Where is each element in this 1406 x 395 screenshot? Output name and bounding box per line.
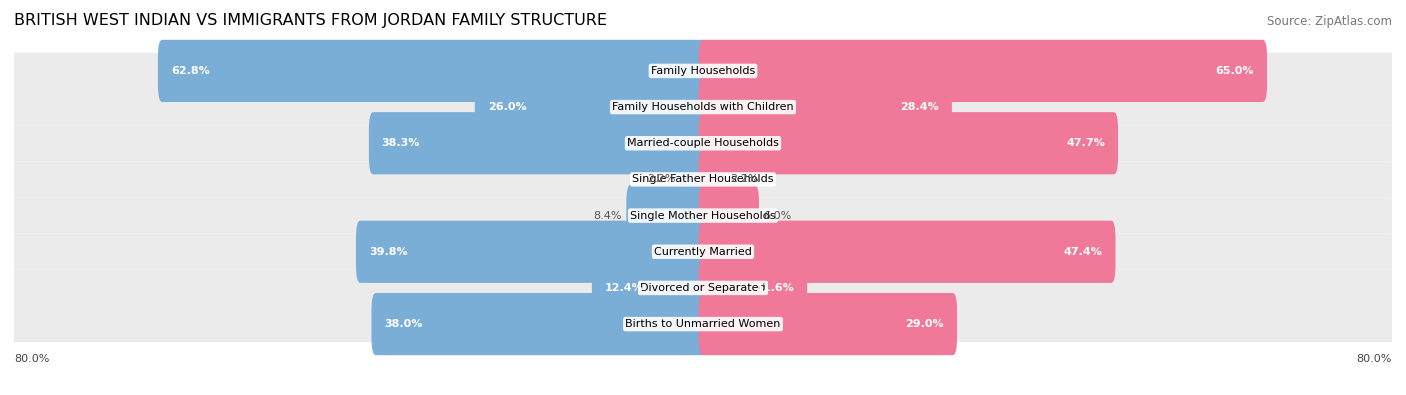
FancyBboxPatch shape <box>699 148 727 211</box>
FancyBboxPatch shape <box>14 53 1392 89</box>
FancyBboxPatch shape <box>14 125 1392 161</box>
Text: Married-couple Households: Married-couple Households <box>627 138 779 148</box>
FancyBboxPatch shape <box>679 148 707 211</box>
Text: 65.0%: 65.0% <box>1216 66 1254 76</box>
FancyBboxPatch shape <box>14 161 1392 198</box>
Text: 38.0%: 38.0% <box>384 319 423 329</box>
Text: 80.0%: 80.0% <box>14 354 49 364</box>
Text: Births to Unmarried Women: Births to Unmarried Women <box>626 319 780 329</box>
Text: 29.0%: 29.0% <box>905 319 945 329</box>
Text: 28.4%: 28.4% <box>900 102 939 112</box>
Text: 80.0%: 80.0% <box>1357 354 1392 364</box>
Text: 26.0%: 26.0% <box>488 102 526 112</box>
FancyBboxPatch shape <box>699 112 1118 174</box>
Text: 8.4%: 8.4% <box>593 211 621 220</box>
FancyBboxPatch shape <box>699 257 807 319</box>
Text: 38.3%: 38.3% <box>382 138 420 148</box>
Text: 47.7%: 47.7% <box>1066 138 1105 148</box>
FancyBboxPatch shape <box>368 112 707 174</box>
Text: Currently Married: Currently Married <box>654 247 752 257</box>
FancyBboxPatch shape <box>14 270 1392 306</box>
FancyBboxPatch shape <box>371 293 707 355</box>
Text: 62.8%: 62.8% <box>170 66 209 76</box>
FancyBboxPatch shape <box>626 184 707 247</box>
FancyBboxPatch shape <box>356 221 707 283</box>
Text: Source: ZipAtlas.com: Source: ZipAtlas.com <box>1267 15 1392 28</box>
Text: 47.4%: 47.4% <box>1064 247 1102 257</box>
Text: 2.2%: 2.2% <box>731 175 759 184</box>
Text: Single Mother Households: Single Mother Households <box>630 211 776 220</box>
FancyBboxPatch shape <box>14 306 1392 342</box>
FancyBboxPatch shape <box>14 89 1392 125</box>
FancyBboxPatch shape <box>157 40 707 102</box>
FancyBboxPatch shape <box>592 257 707 319</box>
Text: 39.8%: 39.8% <box>368 247 408 257</box>
FancyBboxPatch shape <box>14 198 1392 234</box>
FancyBboxPatch shape <box>699 184 759 247</box>
Text: Family Households: Family Households <box>651 66 755 76</box>
Text: Single Father Households: Single Father Households <box>633 175 773 184</box>
FancyBboxPatch shape <box>475 76 707 138</box>
FancyBboxPatch shape <box>699 40 1267 102</box>
Text: Divorced or Separated: Divorced or Separated <box>640 283 766 293</box>
FancyBboxPatch shape <box>699 221 1115 283</box>
Text: Family Households with Children: Family Households with Children <box>612 102 794 112</box>
Text: 6.0%: 6.0% <box>763 211 792 220</box>
Text: BRITISH WEST INDIAN VS IMMIGRANTS FROM JORDAN FAMILY STRUCTURE: BRITISH WEST INDIAN VS IMMIGRANTS FROM J… <box>14 13 607 28</box>
Text: 11.6%: 11.6% <box>755 283 794 293</box>
FancyBboxPatch shape <box>699 293 957 355</box>
FancyBboxPatch shape <box>699 76 952 138</box>
Text: 2.2%: 2.2% <box>647 175 675 184</box>
FancyBboxPatch shape <box>14 234 1392 270</box>
Text: 12.4%: 12.4% <box>605 283 644 293</box>
